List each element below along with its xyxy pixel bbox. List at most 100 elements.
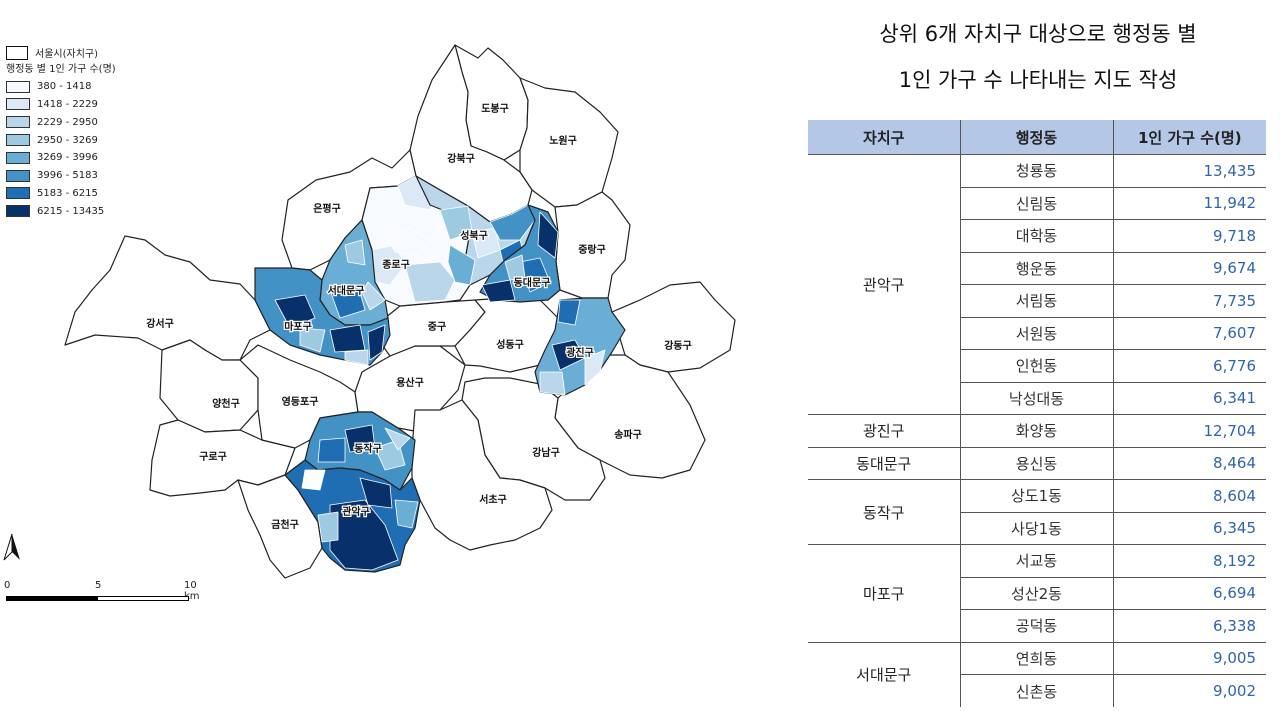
cell-dong: 서교동 [959,544,1113,578]
header-dong: 행정동 [959,120,1113,155]
scale-label-0: 0 [4,580,11,591]
table-row: 신촌동 9,002 [808,674,1266,707]
cell-gu: 마포구 [808,544,960,643]
district-geumcheon [237,474,323,579]
cell-gu: 관악구 [808,154,960,415]
cell-count: 8,192 [1112,544,1266,578]
cell-dong: 상도1동 [959,479,1113,513]
legend-boundary-row: 서울시(자치구) [6,44,116,62]
label-yeongdeungpo: 영등포구 [282,395,319,408]
label-gangnam: 강남구 [532,446,560,459]
label-dobong: 도봉구 [481,103,509,115]
label-seongdong: 성동구 [496,338,524,351]
cell-count: 7,735 [1112,284,1266,318]
legend-swatch [6,187,30,200]
label-seodaemun: 서대문구 [328,284,365,297]
legend-class-label: 6215 - 13435 [37,205,105,217]
label-dongjak: 동작구 [354,442,382,455]
legend-class-label: 1418 - 2229 [37,98,98,110]
table-row: 서림동 7,735 [808,284,1266,318]
legend-swatch [6,80,30,93]
top-dong-table: 자치구 행정동 1인 가구 수(명) 관악구 청룡동 13,435 신림동 11,942… [808,120,1266,707]
cell-count: 12,704 [1112,414,1266,448]
legend-class-row: 2950 - 3269 [6,131,116,149]
table-row: 동대문구 용신동 8,464 [808,447,1266,480]
label-mapo: 마포구 [284,320,312,333]
cell-count: 6,345 [1112,512,1266,545]
cell-dong: 청룡동 [959,154,1113,188]
legend-swatch [6,169,30,182]
legend-swatch [6,116,30,129]
legend-class-row: 2229 - 2950 [6,113,116,131]
scale-segment-white [97,596,189,601]
label-gangdong: 강동구 [664,339,692,352]
map-legend: 서울시(자치구) 행정동 별 1인 가구 수(명) 380 - 1418 1418… [6,44,116,220]
table-row: 행운동 9,674 [808,252,1266,285]
cell-dong: 인헌동 [959,349,1113,383]
label-gangseo: 강서구 [146,317,174,330]
label-seocho: 서초구 [479,493,507,506]
legend-class-row: 380 - 1418 [6,78,116,96]
legend-class-label: 3269 - 3996 [37,152,98,164]
legend-class-row: 6215 - 13435 [6,202,116,220]
legend-class-label: 2950 - 3269 [37,134,98,146]
legend-class-row: 1418 - 2229 [6,96,116,114]
legend-class-label: 2229 - 2950 [37,116,98,128]
table-header-row: 자치구 행정동 1인 가구 수(명) [808,120,1266,155]
table-row: 사당1동 6,345 [808,512,1266,545]
cell-count: 7,607 [1112,317,1266,350]
legend-class-label: 380 - 1418 [37,81,92,93]
scale-label-10: 10 km [184,580,200,602]
cell-dong: 대학동 [959,219,1113,253]
cell-gu: 서대문구 [856,666,912,685]
cell-dong: 서원동 [959,317,1113,350]
cell-dong: 신촌동 [959,674,1113,707]
cell-gu: 동작구 [808,479,960,545]
table-row: 신림동 11,942 [808,187,1266,220]
label-gwangjin: 광진구 [566,346,594,359]
cell-count: 8,464 [1112,447,1266,480]
header-count: 1인 가구 수(명) [1112,120,1266,155]
cell-dong: 성산2동 [959,577,1113,610]
title-line-1: 상위 6개 자치구 대상으로 행정동 별 [879,22,1197,46]
seoul-choropleth-map: 도봉구 노원구 강북구 은평구 성북구 종로구 중랑구 동대문구 서대문구 마포… [64,44,736,579]
header-gu: 자치구 [808,120,960,155]
scale-segment-black [6,596,98,601]
cell-count: 9,674 [1112,252,1266,285]
label-gangbuk: 강북구 [447,152,475,165]
label-yongsan: 용산구 [396,376,424,389]
cell-dong: 공덕동 [959,609,1113,643]
cell-dong: 행운동 [959,252,1113,285]
scale-bar: 0 5 10 km [4,578,204,608]
label-dongdaemun: 동대문구 [514,276,551,289]
north-arrow-icon [3,533,20,561]
label-nowon: 노원구 [549,134,577,147]
table-row: 마포구 서교동 8,192 [808,544,1266,643]
cell-dong: 낙성대동 [959,382,1113,415]
legend-class-label: 5183 - 6215 [37,187,98,199]
table-row: 성산2동 6,694 [808,577,1266,610]
cell-count: 9,718 [1112,219,1266,253]
cell-count: 6,776 [1112,349,1266,383]
label-gwanak: 관악구 [342,505,370,518]
label-guro: 구로구 [199,451,227,463]
legend-class-list: 380 - 1418 1418 - 2229 2229 - 2950 2950 - 3… [6,78,116,220]
scale-label-5: 5 [95,580,102,591]
cell-count: 11,942 [1112,187,1266,220]
legend-swatch [6,151,30,164]
cell-gu: 동대문구 [808,447,960,480]
label-seongbuk: 성북구 [460,229,488,242]
district-gangseo [64,235,271,361]
cell-count: 9,002 [1112,674,1266,707]
cell-gu: 광진구 [808,414,960,448]
legend-class-label: 3996 - 5183 [37,170,98,182]
legend-class-row: 5183 - 6215 [6,185,116,203]
cell-count: 6,694 [1112,577,1266,610]
table-body: 관악구 청룡동 13,435 신림동 11,942 대학동 9,718 행운동 9,674 서림동… [808,154,1266,707]
cell-dong: 화양동 [959,414,1113,448]
table-row: 낙성대동 6,341 [808,382,1266,415]
cell-count: 9,005 [1112,642,1266,675]
cell-count: 6,341 [1112,382,1266,415]
table-row: 동작구 상도1동 8,604 [808,479,1266,545]
title-line-2: 1인 가구 수 나타내는 지도 작성 [898,68,1178,92]
